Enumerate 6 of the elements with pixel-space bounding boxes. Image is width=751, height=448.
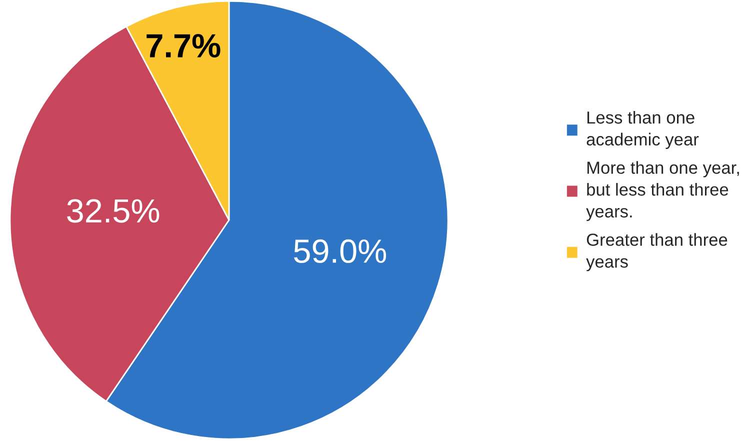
data-label: 59.0% bbox=[294, 239, 386, 263]
data-label: 7.7% bbox=[146, 34, 220, 58]
data-label: 32.5% bbox=[67, 199, 160, 223]
legend-label: More than one year, but less than three years. bbox=[586, 161, 739, 221]
legend-label: Less than one academic year bbox=[586, 110, 699, 149]
legend-label: Greater than three years bbox=[586, 233, 728, 272]
